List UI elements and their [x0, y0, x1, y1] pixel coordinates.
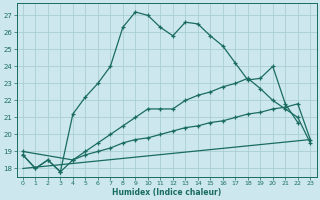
X-axis label: Humidex (Indice chaleur): Humidex (Indice chaleur) [112, 188, 221, 197]
